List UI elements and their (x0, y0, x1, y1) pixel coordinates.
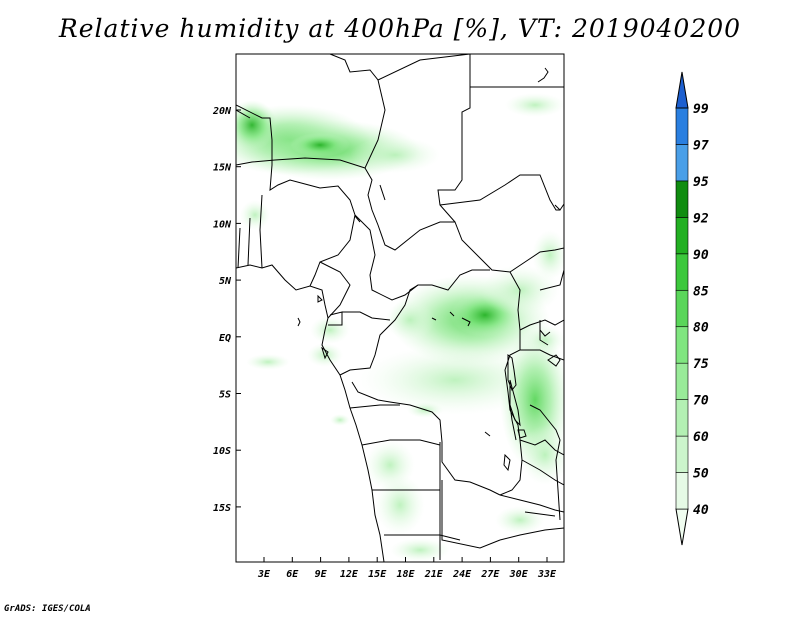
lat-tick-label: 10N (213, 219, 232, 230)
colorbar-segment (675, 362, 689, 400)
colorbar-label: 75 (693, 357, 709, 372)
lat-tick-label: 10S (213, 446, 231, 457)
humidity-field (236, 93, 564, 562)
colorbar-segment (675, 107, 689, 145)
lon-tick-label: 33E (537, 569, 557, 580)
colorbar-label: 70 (693, 394, 709, 409)
latitude-axis: 20N 15N 10N 5N EQ 5S 10S 15S (212, 106, 241, 514)
colorbar-segment (675, 399, 689, 437)
colorbar-segment (675, 326, 689, 364)
colorbar-segment (675, 253, 689, 291)
colorbar-upper-triangle (675, 71, 689, 109)
colorbar-label: 85 (693, 284, 709, 299)
colorbar-segment (675, 180, 689, 218)
lon-tick-label: 6E (286, 569, 299, 580)
colorbar-label: 95 (693, 175, 709, 190)
colorbar-segment (675, 144, 689, 182)
colorbar-label: 92 (693, 211, 709, 226)
colorbar-segment (675, 435, 689, 473)
lon-tick-label: 27E (480, 569, 500, 580)
lon-tick-label: 9E (315, 569, 328, 580)
lon-tick-label: 15E (368, 569, 387, 580)
colorbar-label: 60 (693, 430, 709, 445)
colorbar-label: 90 (693, 248, 709, 263)
lon-tick-label: 12E (340, 569, 359, 580)
longitude-axis: 3E 6E 9E 12E 15E 18E 21E 24E 27E 30E 33E (257, 557, 557, 580)
colorbar: 40 50 60 70 75 80 85 90 92 95 97 99 (675, 71, 709, 546)
lat-tick-label: 5N (219, 276, 232, 287)
lon-tick-label: 30E (509, 569, 529, 580)
lat-tick-label: 20N (212, 106, 232, 117)
lat-tick-label: EQ (219, 333, 231, 344)
country-borders (236, 54, 564, 562)
colorbar-label: 97 (693, 138, 709, 153)
lon-tick-label: 21E (424, 569, 444, 580)
lon-tick-label: 3E (257, 569, 271, 580)
map-title: Relative humidity at 400hPa [%], VT: 201… (58, 14, 742, 43)
colorbar-label: 40 (693, 503, 709, 518)
colorbar-label: 50 (693, 467, 709, 482)
grads-footer: GrADS: IGES/COLA (4, 604, 91, 614)
colorbar-lower-triangle (675, 508, 689, 546)
lat-tick-label: 15S (213, 503, 231, 514)
colorbar-segment (675, 217, 689, 255)
lat-tick-label: 5S (219, 390, 231, 401)
lon-tick-label: 24E (452, 569, 472, 580)
colorbar-segment (675, 289, 689, 328)
lat-tick-label: 15N (213, 163, 232, 174)
colorbar-label: 99 (693, 102, 709, 117)
map-frame (235, 53, 565, 563)
colorbar-label: 80 (693, 321, 709, 336)
lon-tick-label: 18E (396, 569, 415, 580)
colorbar-segment (675, 472, 689, 510)
